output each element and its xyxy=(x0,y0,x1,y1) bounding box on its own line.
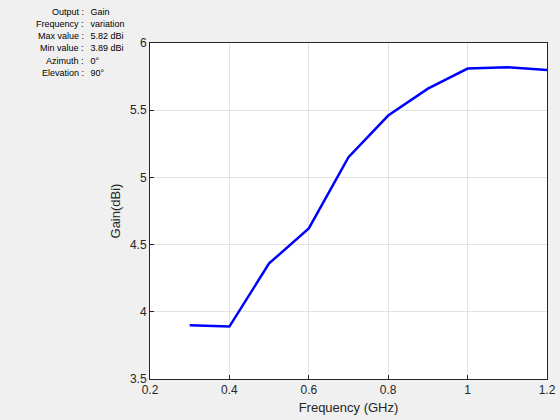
svg-text:1.2: 1.2 xyxy=(539,383,556,397)
svg-text:90°: 90° xyxy=(88,68,105,78)
svg-text:Output :: Output : xyxy=(52,7,84,17)
svg-text:4: 4 xyxy=(140,305,147,319)
svg-text:Min value :: Min value : xyxy=(40,43,84,53)
svg-text:Elevation :: Elevation : xyxy=(42,68,84,78)
svg-text:0°: 0° xyxy=(88,56,100,66)
svg-text:0.8: 0.8 xyxy=(380,383,397,397)
svg-text:3.89 dBi: 3.89 dBi xyxy=(88,43,124,53)
svg-text:0.2: 0.2 xyxy=(142,383,159,397)
svg-text:Max value :: Max value : xyxy=(38,31,84,41)
svg-text:Azimuth :: Azimuth : xyxy=(46,56,84,66)
svg-text:5: 5 xyxy=(140,171,147,185)
svg-text:0.6: 0.6 xyxy=(300,383,317,397)
svg-text:4.5: 4.5 xyxy=(130,238,147,252)
svg-text:Frequency (GHz): Frequency (GHz) xyxy=(299,400,399,415)
svg-text:3.5: 3.5 xyxy=(130,372,147,386)
svg-text:5.82 dBi: 5.82 dBi xyxy=(88,31,124,41)
svg-text:6: 6 xyxy=(140,36,147,50)
svg-text:Gain(dBi): Gain(dBi) xyxy=(108,184,123,239)
svg-text:variation: variation xyxy=(88,19,125,29)
svg-text:5.5: 5.5 xyxy=(130,103,147,117)
svg-text:Gain: Gain xyxy=(88,7,110,17)
svg-text:1: 1 xyxy=(464,383,471,397)
svg-text:Frequency :: Frequency : xyxy=(36,19,84,29)
svg-text:0.4: 0.4 xyxy=(221,383,238,397)
